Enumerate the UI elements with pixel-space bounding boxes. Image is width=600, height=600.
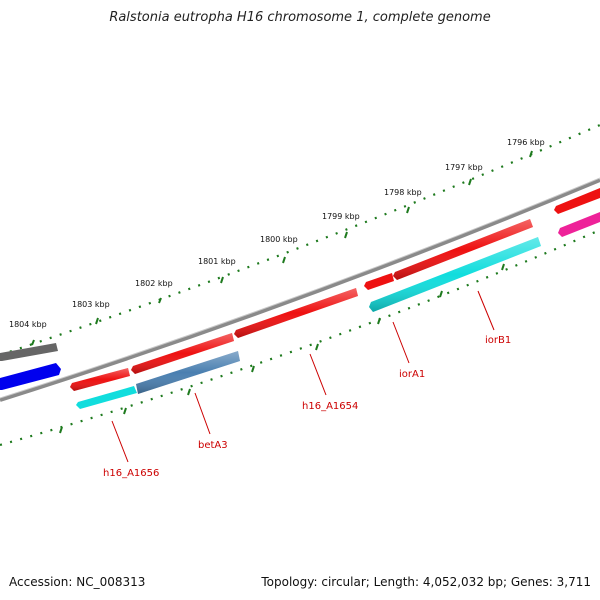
major-tick xyxy=(377,317,381,325)
gene-shade xyxy=(369,237,541,312)
major-tick xyxy=(187,388,191,396)
leader-line xyxy=(111,420,129,463)
gene-shade xyxy=(131,333,234,374)
leader-line xyxy=(477,290,495,331)
reverse-strand-genes xyxy=(0,212,600,409)
major-tick xyxy=(468,178,472,186)
leader-line xyxy=(194,392,211,435)
outer-ruler-major-ticks xyxy=(31,150,533,346)
gene-label-iorb1: iorB1 xyxy=(485,335,511,346)
gene-shade xyxy=(136,351,240,394)
gene-feature-red xyxy=(554,188,600,214)
accession-text: Accession: NC_008313 xyxy=(9,575,146,589)
major-tick xyxy=(31,339,35,346)
kbp-label: 1802 kbp xyxy=(135,279,173,288)
gene-feature-cyan xyxy=(76,386,137,409)
gene-feature-blue xyxy=(0,363,61,390)
major-tick xyxy=(251,365,255,373)
kbp-label: 1804 kbp xyxy=(9,320,47,329)
gene-label-h16-a1656: h16_A1656 xyxy=(103,468,159,479)
kbp-label: 1799 kbp xyxy=(322,212,360,221)
major-tick xyxy=(501,263,505,271)
kbp-label: 1796 kbp xyxy=(507,138,545,147)
major-tick xyxy=(406,206,410,214)
major-tick xyxy=(439,290,443,298)
gene-shade xyxy=(70,368,130,391)
kbp-label: 1800 kbp xyxy=(260,235,298,244)
kbp-label: 1798 kbp xyxy=(384,188,422,197)
gene-feature-gray xyxy=(0,343,58,361)
chromosome-backbone xyxy=(0,178,600,402)
leader-line xyxy=(392,321,410,364)
gene-shade xyxy=(393,219,533,280)
leader-line xyxy=(309,353,327,396)
inner-ruler-major-ticks xyxy=(59,263,505,434)
major-tick xyxy=(315,343,319,351)
major-tick xyxy=(123,407,127,415)
map-title: Ralstonia eutropha H16 chromosome 1, com… xyxy=(109,10,491,25)
major-tick xyxy=(529,150,533,158)
kbp-label: 1801 kbp xyxy=(198,257,236,266)
inner-ruler-track xyxy=(0,228,600,447)
major-tick xyxy=(59,426,63,434)
gene-label-iora1: iorA1 xyxy=(399,369,425,380)
forward-strand-genes xyxy=(0,188,600,391)
kbp-label: 1803 kbp xyxy=(72,300,110,309)
outer-ruler-track xyxy=(0,123,600,357)
gene-label-beta3: betA3 xyxy=(198,440,228,451)
major-tick xyxy=(220,276,224,284)
major-tick xyxy=(95,317,99,325)
genome-stats-text: Topology: circular; Length: 4,052,032 bp… xyxy=(261,575,591,589)
gene-feature-magenta xyxy=(558,212,600,237)
kbp-label: 1797 kbp xyxy=(445,163,483,172)
label-leader-lines xyxy=(111,290,495,463)
major-tick xyxy=(344,231,348,239)
major-tick xyxy=(282,256,286,264)
major-tick xyxy=(158,297,162,304)
gene-feature-red xyxy=(364,273,394,290)
gene-shade xyxy=(234,288,358,338)
gene-label-h16-a1654: h16_A1654 xyxy=(302,401,358,412)
backbone-highlight xyxy=(0,177,600,399)
